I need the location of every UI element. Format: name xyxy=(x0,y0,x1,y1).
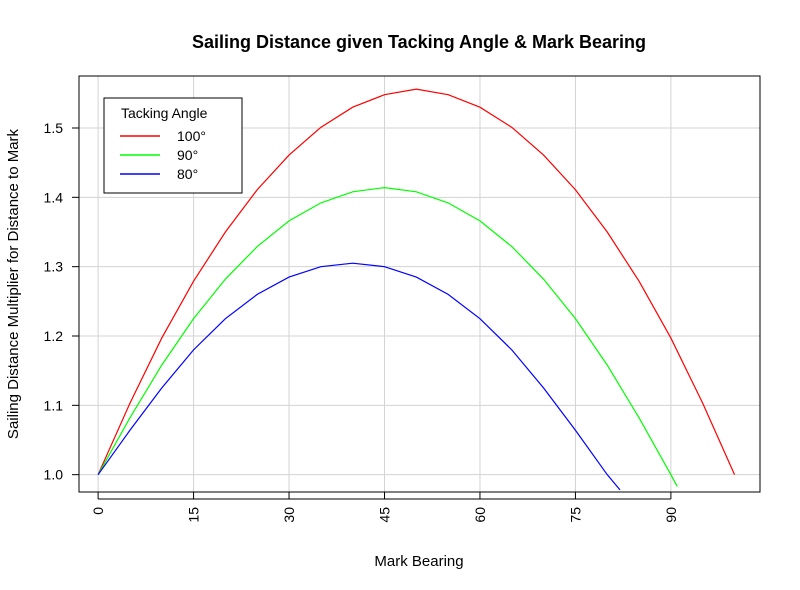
y-axis: 1.0 1.1 1.2 1.3 1.4 1.5 xyxy=(44,120,79,483)
x-axis: 0 15 30 45 60 75 90 xyxy=(90,492,679,523)
x-tick-label: 0 xyxy=(90,507,106,515)
y-tick-label: 1.4 xyxy=(44,189,64,205)
legend-box xyxy=(103,97,243,194)
legend-title: Tacking Angle xyxy=(121,105,208,121)
y-tick-label: 1.0 xyxy=(44,467,64,483)
y-tick-label: 1.3 xyxy=(44,259,64,275)
grid xyxy=(79,76,760,492)
y-tick-label: 1.5 xyxy=(44,120,64,136)
legend-entry-90: 90° xyxy=(177,147,198,163)
x-axis-label: Mark Bearing xyxy=(374,553,463,570)
legend: Tacking Angle 100° 90° 80° xyxy=(103,97,243,194)
x-tick-label: 90 xyxy=(663,507,679,523)
legend-entry-80: 80° xyxy=(177,166,198,182)
x-tick-label: 30 xyxy=(281,507,297,523)
x-tick-label: 75 xyxy=(567,507,583,523)
y-tick-label: 1.1 xyxy=(44,397,64,413)
y-axis-label: Sailing Distance Multiplier for Distance… xyxy=(5,128,22,439)
x-tick-label: 45 xyxy=(376,507,392,523)
y-tick-label: 1.2 xyxy=(44,328,64,344)
series-line xyxy=(97,187,678,487)
legend-entry-100: 100° xyxy=(177,128,206,144)
x-tick-label: 15 xyxy=(186,507,202,523)
series-line xyxy=(97,88,736,475)
series-line xyxy=(97,262,621,491)
plot-frame xyxy=(78,75,761,493)
x-tick-label: 60 xyxy=(472,507,488,523)
series-group xyxy=(97,88,736,491)
chart-title: Sailing Distance given Tacking Angle & M… xyxy=(192,32,646,52)
